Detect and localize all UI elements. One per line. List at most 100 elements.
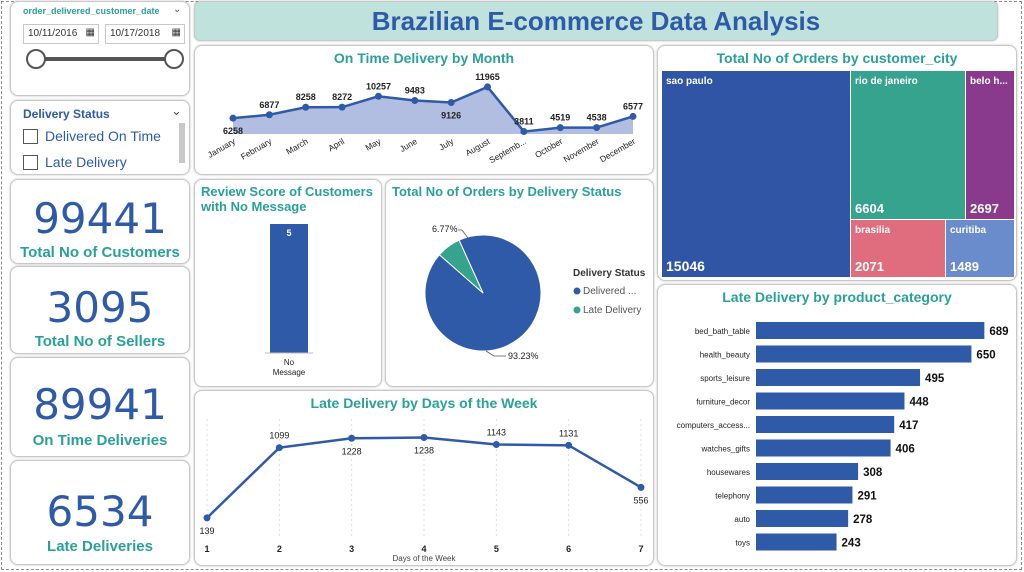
- monthly-tick-label: March: [284, 136, 310, 157]
- pie-leader-line: [458, 229, 469, 239]
- category-data-label: 689: [989, 326, 1008, 338]
- end-date-input[interactable]: 10/17/2018 ▦: [105, 24, 185, 44]
- weekday-tick-label: 7: [638, 544, 643, 554]
- treemap-tile-label: belo h...: [970, 76, 1008, 87]
- checkbox-late-delivery[interactable]: [23, 155, 38, 170]
- slicer-scrollbar[interactable]: [179, 123, 185, 163]
- monthly-tick-label: October: [533, 136, 564, 160]
- treemap-tile-value: 2071: [855, 259, 884, 274]
- monthly-data-label: 4538: [587, 113, 607, 123]
- pie-legend-marker: [573, 287, 581, 295]
- monthly-tick-label: December: [598, 136, 637, 164]
- kpi-customers-card: 99441 Total No of Customers: [10, 179, 190, 264]
- category-bar-8: [756, 486, 853, 504]
- weekday-data-label: 139: [199, 526, 214, 536]
- monthly-data-label: 10257: [366, 81, 391, 91]
- monthly-data-label: 9483: [405, 86, 425, 96]
- category-tick-label: housewares: [707, 468, 750, 477]
- monthly-tick-label: May: [364, 136, 384, 153]
- chevron-down-icon[interactable]: ⌄: [173, 4, 182, 15]
- monthly-tick-label: August: [464, 136, 492, 158]
- category-data-label: 650: [976, 350, 995, 362]
- category-data-label: 308: [863, 467, 883, 479]
- review-tick-label: Message: [273, 368, 306, 377]
- category-tick-label: auto: [734, 515, 750, 524]
- pie-data-label: 6.77%: [432, 224, 458, 234]
- category-tick-label: toys: [735, 539, 750, 548]
- monthly-point-6: [411, 97, 419, 105]
- kpi-sellers-card: 3095 Total No of Sellers: [10, 266, 190, 354]
- weekday-tick-label: 4: [421, 544, 426, 554]
- status-pie-panel: Total No of Orders by Delivery Status 6.…: [385, 179, 654, 387]
- category-tick-label: health_beauty: [700, 351, 750, 360]
- category-data-label: 291: [857, 491, 877, 503]
- weekday-chart-panel: Late Delivery by Days of the Week 139 1 10…: [194, 390, 654, 566]
- category-bar-6: [756, 439, 891, 457]
- status-pie-title: Total No of Orders by Delivery Status: [392, 184, 622, 199]
- treemap-tile-label: brasilia: [855, 225, 890, 236]
- review-tick-label: No: [284, 358, 295, 367]
- category-bar-9: [756, 510, 849, 527]
- treemap-tile-3: [966, 71, 1014, 219]
- category-data-label: 495: [925, 373, 945, 385]
- monthly-data-label: 6877: [259, 100, 279, 110]
- category-bar-4: [756, 392, 905, 410]
- weekday-point-5: [492, 440, 500, 448]
- option-late-delivery[interactable]: Late Delivery: [45, 154, 127, 170]
- weekday-chart: 139 1 1099 2 1228 3 1238 4 1143 5 1131 6 556 7 Days of…: [199, 419, 649, 563]
- category-bar-2: [756, 345, 972, 363]
- status-slicer-title: Delivery Status: [23, 107, 110, 121]
- calendar-icon[interactable]: ▦: [85, 27, 95, 38]
- range-end-handle[interactable]: [164, 49, 184, 69]
- monthly-data-label: 3811: [514, 117, 534, 127]
- monthly-chart-title: On Time Delivery by Month: [333, 50, 515, 66]
- review-chart-panel: Review Score of Customers with No Messag…: [194, 179, 382, 387]
- treemap-tile-value: 2697: [970, 201, 999, 216]
- monthly-chart-panel: On Time Delivery by Month 6258 January 687…: [194, 45, 654, 175]
- category-data-label: 406: [896, 444, 915, 456]
- treemap-tile-label: sao paulo: [666, 76, 713, 87]
- treemap-tile-4: [851, 220, 945, 277]
- option-delivered-on-time[interactable]: Delivered On Time: [45, 128, 161, 144]
- review-bar: [270, 224, 308, 353]
- start-date-value: 10/11/2016: [28, 28, 78, 39]
- category-tick-label: computers_access...: [677, 421, 750, 430]
- title-banner: Brazilian E-commerce Data Analysis: [194, 1, 998, 41]
- treemap-tile-value: 15046: [666, 258, 705, 274]
- end-date-value: 10/17/2018: [110, 28, 161, 39]
- calendar-icon[interactable]: ▦: [171, 27, 181, 38]
- treemap-tile-label: rio de janeiro: [855, 76, 918, 87]
- range-start-handle[interactable]: [26, 49, 46, 69]
- status-slicer: Delivery Status ⌄ Delivered On Time Late…: [10, 100, 190, 175]
- monthly-tick-label: January: [206, 136, 238, 160]
- category-data-label: 243: [842, 538, 861, 550]
- kpi-late-card: 6534 Late Deliveries: [10, 460, 190, 565]
- monthly-tick-label: November: [562, 136, 601, 164]
- start-date-input[interactable]: 10/11/2016 ▦: [23, 24, 99, 44]
- monthly-data-label: 8258: [296, 92, 316, 102]
- weekday-point-1: [203, 514, 211, 522]
- kpi-late-value: 6534: [46, 487, 154, 536]
- monthly-point-12: [629, 112, 637, 120]
- monthly-point-4: [338, 103, 346, 111]
- checkbox-delivered-on-time[interactable]: [23, 129, 38, 144]
- pie-legend-label: Delivered ...: [583, 286, 636, 297]
- monthly-data-label: 4519: [550, 113, 570, 123]
- page-title: Brazilian E-commerce Data Analysis: [371, 6, 821, 36]
- kpi-on-time-label: On Time Deliveries: [32, 432, 168, 449]
- kpi-late-label: Late Deliveries: [47, 538, 153, 555]
- kpi-customers-label: Total No of Customers: [20, 244, 180, 261]
- treemap-tile-value: 6604: [855, 201, 885, 216]
- category-bar-5: [756, 416, 895, 433]
- category-data-label: 417: [899, 420, 918, 432]
- chevron-down-icon[interactable]: ⌄: [171, 103, 182, 118]
- date-range-track[interactable]: [35, 57, 175, 61]
- monthly-point-10: [556, 124, 564, 132]
- monthly-point-9: [520, 128, 528, 136]
- category-bar-1: [756, 322, 985, 339]
- monthly-data-label: 11965: [475, 72, 500, 82]
- monthly-tick-label: June: [398, 136, 419, 154]
- weekday-chart-title: Late Delivery by Days of the Week: [310, 395, 538, 411]
- date-slicer-title: order_delivered_customer_date: [23, 6, 160, 16]
